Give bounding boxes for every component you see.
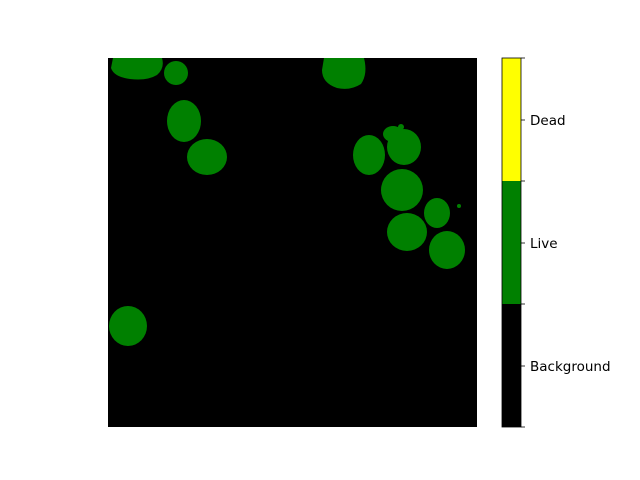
live-cell (111, 58, 163, 80)
live-cell-fragment (398, 124, 404, 130)
live-cell (387, 213, 427, 251)
segmentation-image (108, 58, 477, 427)
colorbar-frame (501, 57, 522, 428)
live-cell (187, 139, 227, 175)
colorbar-segment-live (502, 181, 521, 304)
live-cell (381, 169, 423, 211)
live-cell (424, 198, 450, 228)
colorbar-label-live: Live (530, 236, 558, 252)
live-cell (322, 58, 366, 89)
colorbar-label-dead: Dead (530, 113, 566, 129)
colorbar: Dead Live Background (501, 57, 611, 428)
live-cell (353, 135, 385, 175)
live-cell (109, 306, 147, 346)
live-cell (167, 100, 201, 142)
colorbar-segment-dead (502, 58, 521, 181)
colorbar-label-background: Background (530, 359, 611, 375)
live-cell (429, 231, 465, 269)
live-cell (387, 129, 421, 165)
colorbar-segment-background (502, 304, 521, 427)
live-cell-fragment (457, 204, 461, 208)
live-cell (164, 61, 188, 85)
